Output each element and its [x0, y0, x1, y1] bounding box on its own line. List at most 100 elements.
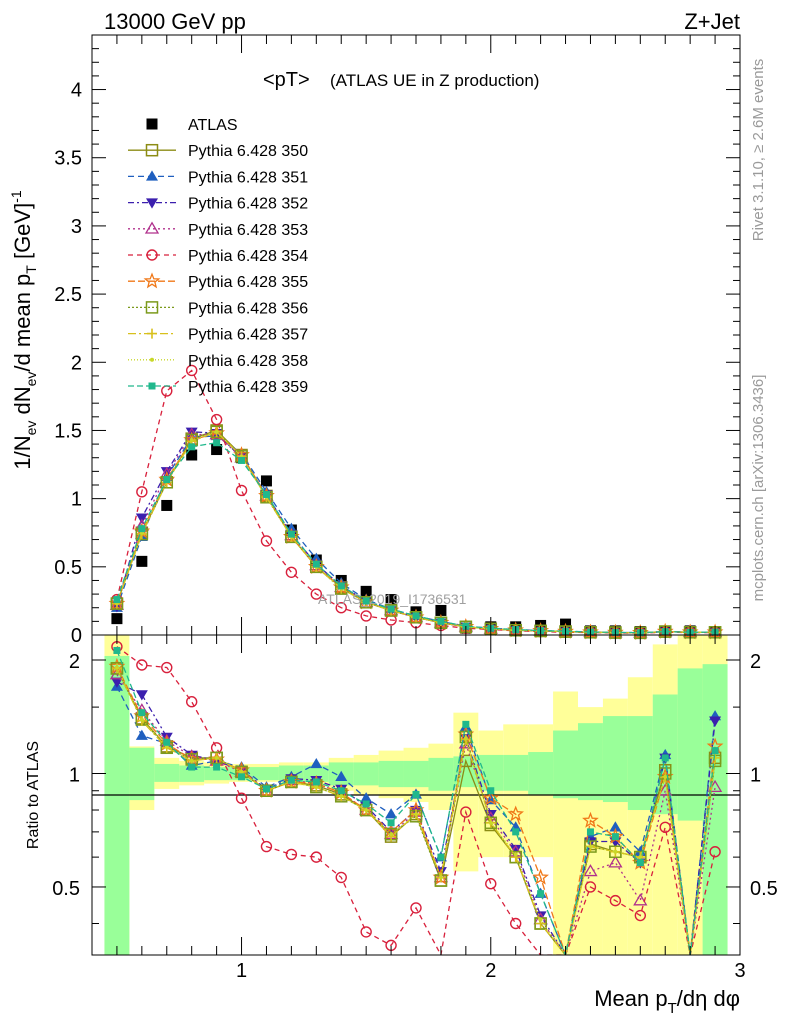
data-point: [262, 491, 270, 499]
data-point: [310, 588, 323, 600]
ratio-point: [360, 792, 373, 803]
ratio-point: [584, 840, 597, 853]
ratio-point: [385, 808, 398, 819]
ratio-band-green: [254, 767, 279, 781]
ratio-point: [161, 661, 173, 674]
ratio-point: [532, 868, 549, 885]
ratio-point: [139, 717, 144, 722]
ratio-point: [609, 821, 622, 832]
legend-marker: [146, 118, 158, 130]
ratio-ytick-label: 0.5: [52, 878, 80, 900]
data-point: [163, 476, 171, 484]
ratio-point: [534, 911, 547, 922]
ratio-point: [613, 849, 618, 854]
data-point: [260, 475, 272, 487]
ratio-point: [634, 909, 647, 922]
ratio-point: [513, 852, 518, 857]
ratio-point: [659, 821, 671, 833]
ratio-ytick-label: 2: [69, 651, 80, 673]
data-point: [138, 525, 146, 533]
legend-marker: [146, 249, 158, 261]
data-point: [360, 610, 372, 622]
ratio-band-green: [403, 760, 429, 788]
ratio-point: [163, 738, 171, 746]
ratio-point: [538, 917, 543, 922]
axes-layer: 0 0.5 1 1.5 2 2.5 3 3.5 4 0.5 0.5 1 1 2 2 1 2 3: [52, 35, 778, 982]
xtick-label: 3: [734, 960, 745, 982]
legend-marker: [144, 221, 160, 234]
xtick-label: 1: [236, 960, 247, 982]
ratio-point: [586, 828, 594, 836]
data-point: [161, 385, 173, 397]
ratio-point: [512, 828, 520, 836]
legend-marker: [146, 170, 158, 181]
ratio-point: [362, 800, 370, 808]
ratio-point: [337, 787, 345, 795]
main-ytick-label: 2.5: [54, 284, 82, 306]
legend-marker: [143, 272, 161, 289]
legend-label: Pythia 6.428 351: [188, 169, 308, 186]
main-ylabel: 1/Nev dNev/d mean pT [GeV]-1: [8, 190, 39, 470]
ratio-point: [462, 720, 470, 728]
ratio-point: [509, 844, 522, 856]
ratio-point: [636, 859, 644, 867]
ratio-band-green: [104, 655, 130, 955]
ratio-point: [611, 833, 619, 841]
data-point: [136, 555, 148, 567]
legend: ATLAS Pythia 6.428 350 Pythia 6.428 351 Pyt…: [128, 117, 308, 396]
ratio-point: [136, 659, 148, 671]
ratio-point: [507, 805, 524, 822]
ratio-ytick-label-right: 0.5: [750, 878, 778, 900]
ratio-point: [210, 751, 223, 765]
ratio-point: [339, 794, 344, 799]
ratio-point: [214, 755, 219, 760]
data-point: [362, 597, 370, 605]
data-point: [287, 530, 295, 538]
ratio-band-green: [428, 757, 454, 791]
ratio-point: [663, 774, 668, 779]
data-point: [136, 486, 148, 498]
legend-label: Pythia 6.428 352: [188, 196, 308, 213]
ratio-point: [709, 846, 721, 858]
legend-marker: [146, 198, 158, 209]
data-point: [113, 596, 121, 604]
ratio-point: [238, 773, 246, 781]
side-source-label: mcplots.cern.ch [arXiv:1306.3436]: [750, 375, 767, 602]
ratio-point: [488, 820, 493, 825]
ratio-point: [414, 812, 418, 817]
ratio-band-green: [677, 668, 703, 821]
ratio-point: [588, 844, 593, 849]
legend-label: Pythia 6.428 353: [188, 222, 308, 239]
ratio-point: [314, 785, 319, 790]
chart-title-sub: (ATLAS UE in Z production): [330, 71, 539, 90]
data-point: [211, 444, 223, 456]
ratio-point: [509, 850, 522, 864]
ratio-point: [609, 845, 622, 859]
xtick-label: 2: [485, 960, 496, 982]
data-point: [214, 429, 219, 434]
ratio-point: [285, 775, 298, 789]
ratio-band-green: [702, 664, 728, 955]
data-point: [188, 443, 196, 451]
ratio-band-green: [478, 754, 504, 791]
ratio-point: [135, 690, 148, 701]
ratio-point: [110, 662, 124, 675]
ratio-series-clip: [108, 640, 724, 955]
ratio-point: [438, 875, 443, 880]
ratio-band-green: [378, 760, 404, 788]
data-point: [385, 594, 397, 606]
data-point: [360, 585, 372, 597]
ratio-point: [213, 763, 221, 771]
header-right: Z+Jet: [684, 9, 740, 34]
ratio-ytick-label: 1: [69, 764, 80, 786]
ratio-point: [360, 926, 372, 938]
ratio-point: [537, 890, 545, 898]
data-point: [213, 439, 221, 447]
ratio-point: [410, 902, 422, 914]
main-ytick-label: 0: [71, 625, 82, 647]
ratio-point: [412, 790, 420, 798]
ratio-point: [633, 893, 648, 906]
ratio-point: [709, 716, 722, 727]
ratio-point: [387, 819, 395, 827]
ratio-point: [235, 792, 248, 804]
